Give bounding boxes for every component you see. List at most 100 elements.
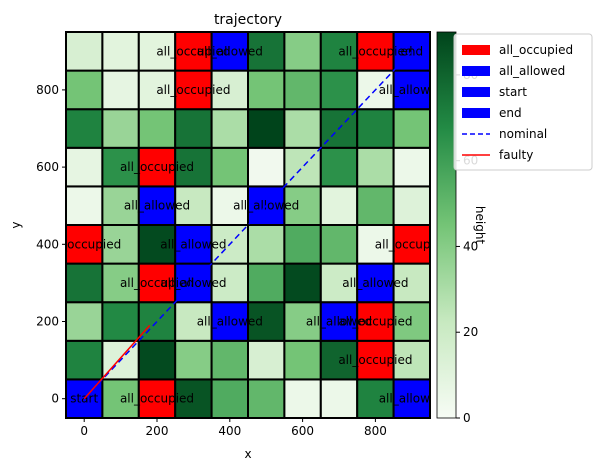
cell-label: all_allowed — [197, 315, 263, 329]
heatmap-cell — [210, 108, 250, 149]
cell-all_occupied — [392, 224, 432, 265]
cell-label: all_allowed — [306, 315, 372, 329]
legend-label: nominal — [499, 127, 547, 141]
heatmap-cell — [174, 185, 213, 226]
cell-label: all_occupied — [338, 315, 412, 329]
x-axis-ticks: 0 200 400 600 800 — [80, 418, 387, 438]
heatmap-cell — [137, 339, 177, 381]
cell-label: all_occupied — [338, 353, 412, 367]
legend-swatch — [462, 87, 490, 97]
colorbar-tick-label: 0 — [463, 411, 471, 425]
heatmap-cell — [65, 108, 104, 149]
x-tick-label: 400 — [218, 424, 241, 438]
y-tick-label: 400 — [36, 237, 59, 251]
legend-swatch — [462, 45, 490, 55]
heatmap-cell — [210, 378, 250, 419]
legend-swatch — [462, 66, 490, 76]
cell-all_allowed — [210, 301, 250, 342]
heatmap-cell — [101, 31, 140, 72]
cell-label: end — [400, 44, 423, 58]
heatmap-cell — [65, 69, 104, 111]
heatmap-cell — [283, 69, 322, 111]
heatmap-cell — [283, 185, 322, 226]
legend-label: all_allowed — [499, 64, 565, 78]
cell-label: all_allowed — [379, 392, 445, 406]
cell-label: all_occupied — [156, 83, 230, 97]
heatmap-cell — [247, 31, 286, 72]
heatmap-cell — [356, 108, 395, 149]
heatmap-cells — [65, 31, 432, 419]
heatmap-cell — [137, 31, 177, 72]
heatmap-cell — [356, 185, 395, 226]
cell-label: all_occupied — [156, 44, 230, 58]
heatmap-cell — [319, 146, 359, 188]
x-tick-label: 0 — [80, 424, 88, 438]
cell-label: all_occupied — [338, 44, 412, 58]
heatmap-cell — [319, 69, 359, 111]
heatmap-cell — [247, 262, 286, 304]
heatmap-cell — [210, 339, 250, 381]
heatmap-cell — [247, 69, 286, 111]
heatmap-cell — [65, 185, 104, 226]
legend-label: faulty — [499, 148, 533, 162]
legend-label: end — [499, 106, 522, 120]
heatmap-cell — [65, 31, 104, 72]
heatmap-cell — [283, 108, 322, 149]
y-axis-ticks: 0 200 400 600 800 — [36, 83, 66, 406]
legend-label: all_occupied — [499, 43, 573, 57]
heatmap-cell — [101, 108, 140, 149]
heatmap-cell — [319, 378, 359, 419]
y-tick-label: 600 — [36, 160, 59, 174]
heatmap-cell — [283, 262, 322, 304]
x-tick-label: 800 — [364, 424, 387, 438]
heatmap-cell — [247, 146, 286, 188]
heatmap-cell — [283, 31, 322, 72]
y-axis-label: y — [9, 221, 23, 228]
trajectory-lines — [83, 50, 413, 400]
colorbar-tick-label: 40 — [463, 239, 478, 253]
y-tick-label: 800 — [36, 83, 59, 97]
cell-label: all_occupied — [120, 392, 194, 406]
heatmap-cell — [174, 108, 213, 149]
heatmap-cell — [101, 224, 140, 265]
heatmap-cell — [247, 339, 286, 381]
cell-label: all_allowed — [342, 276, 408, 290]
y-tick-label: 200 — [36, 315, 59, 329]
cell-all_allowed — [392, 378, 432, 419]
heatmap-cell — [101, 301, 140, 342]
heatmap-cell — [101, 69, 140, 111]
cell-label: all_allowed — [160, 237, 226, 251]
heatmap-cell — [283, 224, 322, 265]
colorbar — [436, 31, 457, 419]
x-tick-label: 200 — [146, 424, 169, 438]
cell-label: all_allowed — [379, 83, 445, 97]
heatmap-cell — [319, 31, 359, 72]
heatmap-cell — [283, 301, 322, 342]
cell-all_allowed — [319, 301, 359, 342]
heatmap-cell — [392, 339, 432, 381]
heatmap-cell — [65, 301, 104, 342]
heatmap-cell — [356, 224, 395, 265]
x-axis-label: x — [244, 447, 251, 461]
heatmap-cell — [174, 339, 213, 381]
cell-label: all_occupied — [47, 237, 121, 251]
cell-label: all_allowed — [124, 199, 190, 213]
heatmap-cell — [283, 378, 322, 419]
legend-swatch — [462, 108, 490, 118]
heatmap-cell — [210, 185, 250, 226]
heatmap-cell — [247, 224, 286, 265]
heatmap-cell — [247, 378, 286, 419]
heatmap-cell — [137, 108, 177, 149]
legend-label: start — [499, 85, 527, 99]
cell-labels: start all_occupied all_allowedall_occupied… — [47, 44, 445, 406]
cell-label: all_occupied — [120, 160, 194, 174]
chart-title: trajectory — [214, 12, 282, 28]
heatmap-cell — [392, 108, 432, 149]
heatmap-cell — [319, 185, 359, 226]
heatmap-cell — [319, 262, 359, 304]
heatmap-cell — [392, 146, 432, 188]
heatmap-cell — [65, 262, 104, 304]
heatmap-cell — [319, 224, 359, 265]
